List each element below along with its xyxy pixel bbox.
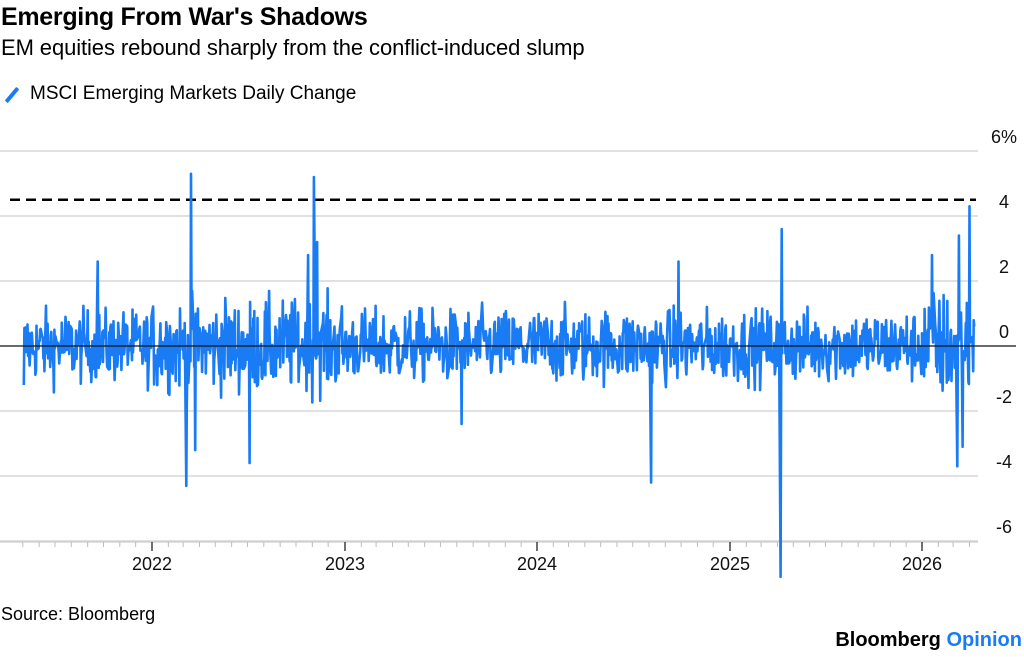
- y-tick-label: -4: [996, 452, 1012, 472]
- legend: MSCI Emerging Markets Daily Change: [4, 83, 356, 105]
- y-tick-label: -2: [996, 387, 1012, 407]
- x-tick-label: 2025: [710, 554, 750, 574]
- x-tick-label: 2022: [132, 554, 172, 574]
- y-tick-label: -6: [996, 517, 1012, 537]
- legend-label: MSCI Emerging Markets Daily Change: [30, 83, 357, 104]
- gridlines: [0, 150, 978, 542]
- source-note: Source: Bloomberg: [1, 604, 156, 624]
- y-tick-label: 6%: [991, 127, 1017, 147]
- chart-subtitle: EM equities rebound sharply from the con…: [1, 35, 585, 60]
- x-axis: 2022 2023 2024 2025 2026: [0, 541, 978, 574]
- y-axis-labels: 6% 4 2 0 -2 -4 -6: [991, 127, 1017, 537]
- series-group: [22, 172, 976, 579]
- series-line-msci-em: [22, 172, 976, 579]
- brand-logo: Bloomberg Opinion: [835, 629, 1022, 652]
- y-tick-label: 4: [999, 192, 1009, 212]
- y-tick-label: 0: [999, 322, 1009, 342]
- brand-primary: Bloomberg: [835, 629, 941, 651]
- x-tick-label: 2024: [517, 554, 557, 574]
- chart-title: Emerging From War's Shadows: [1, 3, 368, 31]
- x-tick-label: 2023: [325, 554, 365, 574]
- y-tick-label: 2: [999, 257, 1009, 277]
- x-tick-label: 2026: [902, 554, 942, 574]
- brand-secondary: Opinion: [946, 629, 1022, 651]
